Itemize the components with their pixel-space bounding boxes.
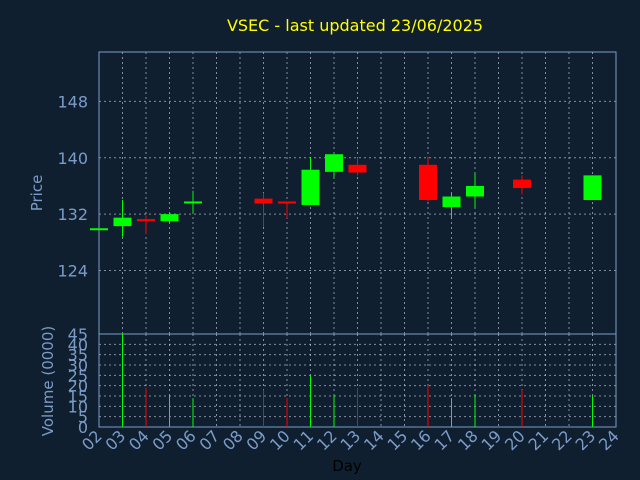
volume-tick-label: 5 [78,408,88,427]
candle-body [348,164,367,173]
candle-body [90,228,108,231]
candle-body [442,196,461,208]
candle-body [513,179,531,189]
candle-body [137,219,155,222]
candle-body [419,164,437,201]
price-tick-label: 132 [57,205,88,224]
price-axis-label: Price [28,175,46,212]
price-tick-label: 124 [57,262,88,281]
price-tick-label: 148 [57,92,88,111]
volume-tick-label: 45 [68,325,88,344]
candle-body [583,175,602,201]
price-tick-label: 140 [57,149,88,168]
volume-tick-label: 35 [68,346,88,365]
volume-tick-label: 0 [78,418,88,437]
volume-tick-label: 15 [68,387,88,406]
x-tick-label: 24 [595,426,623,454]
volume-tick-label: 30 [68,356,88,375]
chart-title: VSEC - last updated 23/06/2025 [227,16,483,35]
candle-body [325,154,343,172]
volume-tick-label: 20 [68,377,88,396]
x-axis-label: Day [332,457,362,475]
candle-body [254,198,273,204]
candle-body [113,217,132,227]
candle-body [160,214,179,222]
volume-tick-label: 25 [68,366,88,385]
volume-tick-label: 10 [68,397,88,416]
volume-axis-label: Volume (0000) [39,326,57,436]
volume-tick-label: 40 [68,335,88,354]
candle-body [301,169,320,205]
candle-body [278,201,296,204]
candle-body [466,185,484,197]
candle-body [184,201,202,204]
